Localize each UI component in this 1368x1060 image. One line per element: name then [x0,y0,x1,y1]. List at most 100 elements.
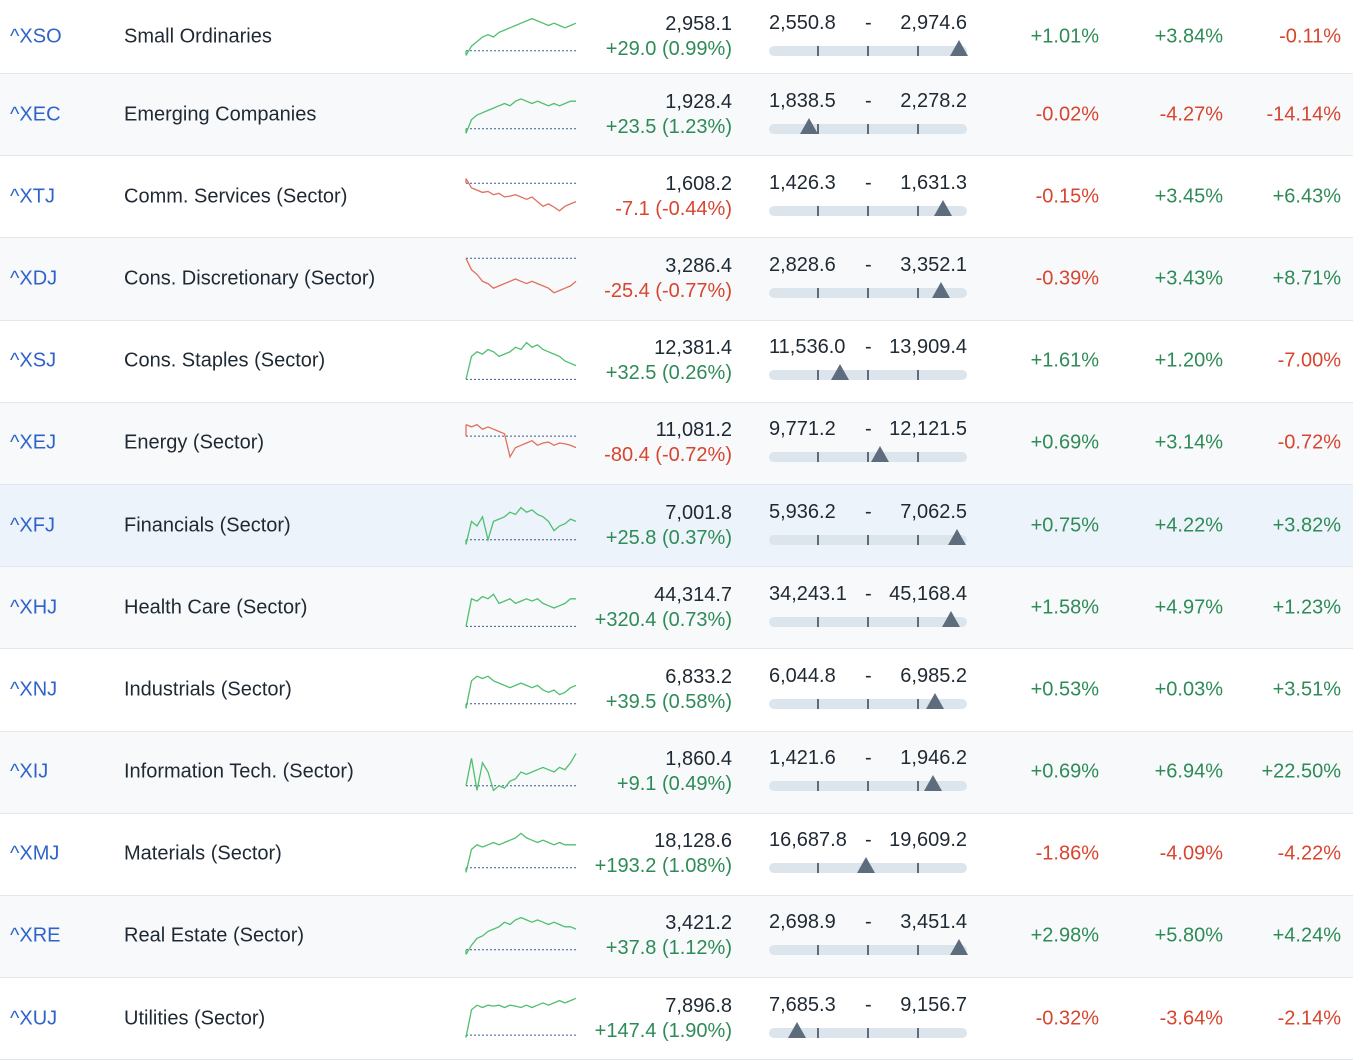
range-separator: - [865,171,872,194]
range-tick [917,698,919,709]
range-low: 2,828.6 [769,253,836,276]
change-col-2: +3.84% [1154,25,1223,47]
range-separator: - [865,993,872,1016]
range-tick [817,1027,819,1038]
table-row[interactable]: ^XNJ Industrials (Sector) 6,833.2 +39.5 … [0,649,1353,732]
last-price: 2,958.1 [665,12,732,35]
table-row[interactable]: ^XTJ Comm. Services (Sector) 1,608.2 -7.… [0,156,1353,239]
range-low: 1,426.3 [769,171,836,194]
change-col-3: -7.00% [1277,349,1341,372]
change-col-1: +1.58% [1030,596,1099,619]
range-low: 9,771.2 [769,418,836,441]
range-tick [867,123,869,134]
symbol-link[interactable]: ^XIJ [10,760,49,783]
symbol-link[interactable]: ^XEJ [10,431,57,454]
range-tick [917,452,919,463]
table-row[interactable]: ^XEJ Energy (Sector) 11,081.2 -80.4 (-0.… [0,402,1353,485]
index-name: Emerging Companies [124,103,317,126]
range-high: 1,631.3 [900,171,967,194]
change-col-2: +1.20% [1154,349,1223,372]
range-tick [867,370,869,381]
range-tick [817,287,819,298]
sparkline-path [465,997,577,1038]
price-change: +37.8 (1.12%) [605,937,732,960]
change-col-2: +3.45% [1154,185,1223,208]
table-row[interactable]: ^XUJ Utilities (Sector) 7,896.8 +147.4 (… [0,978,1353,1060]
index-name: Energy (Sector) [124,431,265,454]
range-tick [917,781,919,792]
price-change: -25.4 (-0.77%) [604,279,732,302]
sparkline-path [465,97,576,134]
symbol-link[interactable]: ^XUJ [10,1007,58,1030]
price-cell: 11,081.2 -80.4 (-0.72%) [604,418,732,468]
symbol-link[interactable]: ^XMJ [10,842,60,865]
price-cell: 1,608.2 -7.1 (-0.44%) [615,172,732,222]
table-row[interactable]: ^XSJ Cons. Staples (Sector) 12,381.4 +32… [0,320,1353,403]
change-col-3: +4.24% [1272,924,1341,947]
last-price: 11,081.2 [655,419,732,442]
last-price: 6,833.2 [665,665,732,688]
range-high: 45,168.4 [889,582,967,605]
symbol-link[interactable]: ^XFJ [10,514,55,537]
range-low: 1,838.5 [769,89,836,112]
symbol-link[interactable]: ^XTJ [10,185,55,208]
price-change: +9.1 (0.49%) [616,773,732,796]
52-week-range: 7,685.3 - 9,156.7 [769,994,967,1044]
change-col-2: +3.14% [1154,431,1223,454]
change-col-1: +1.61% [1030,349,1099,372]
price-change: +193.2 (1.08%) [594,855,732,878]
range-high: 7,062.5 [900,500,967,523]
last-price: 12,381.4 [654,337,732,360]
range-separator: - [865,500,872,523]
change-col-3: +3.51% [1272,678,1341,701]
table-row[interactable]: ^XDJ Cons. Discretionary (Sector) 3,286.… [0,238,1353,321]
change-col-2: +0.03% [1154,678,1223,701]
range-high: 12,121.5 [889,418,967,441]
symbol-link[interactable]: ^XHJ [10,596,58,619]
index-name: Utilities (Sector) [124,1007,266,1030]
table-row[interactable]: ^XHJ Health Care (Sector) 44,314.7 +320.… [0,567,1353,650]
symbol-link[interactable]: ^XSO [10,25,62,47]
table-row[interactable]: ^XFJ Financials (Sector) 7,001.8 +25.8 (… [0,484,1353,568]
change-col-2: +3.43% [1154,267,1223,290]
range-high: 2,278.2 [900,89,967,112]
table-row[interactable]: ^XIJ Information Tech. (Sector) 1,860.4 … [0,731,1353,814]
range-tick [867,781,869,792]
table-row[interactable]: ^XSO Small Ordinaries 2,958.1 +29.0 (0.9… [0,0,1353,74]
table-row[interactable]: ^XRE Real Estate (Sector) 3,421.2 +37.8 … [0,895,1353,979]
range-tick [867,534,869,545]
range-high: 3,352.1 [900,253,967,276]
symbol-link[interactable]: ^XEC [10,103,61,126]
range-tick [917,1027,919,1038]
price-change: +39.5 (0.58%) [605,690,732,713]
range-marker-icon [870,446,889,463]
symbol-link[interactable]: ^XNJ [10,678,58,701]
sparkline-chart [465,17,577,56]
52-week-range: 1,421.6 - 1,946.2 [769,747,967,797]
range-tick [817,698,819,709]
range-low: 6,044.8 [769,664,836,687]
symbol-link[interactable]: ^XDJ [10,267,58,290]
price-cell: 12,381.4 +32.5 (0.26%) [606,336,732,386]
range-tick [817,863,819,874]
price-cell: 1,928.4 +23.5 (1.23%) [606,90,732,140]
sparkline-chart [465,506,577,545]
table-row[interactable]: ^XMJ Materials (Sector) 18,128.6 +193.2 … [0,813,1353,896]
change-col-2: -4.27% [1159,103,1223,126]
range-tick [867,452,869,463]
range-low: 5,936.2 [769,500,836,523]
sparkline-path [465,592,576,627]
price-cell: 2,958.1 +29.0 (0.99%) [606,12,732,62]
range-tick [917,370,919,381]
change-col-3: -0.11% [1279,25,1341,47]
range-tick [817,370,819,381]
price-change: +29.0 (0.99%) [605,37,732,60]
range-low: 2,698.9 [769,911,836,934]
range-tick [867,45,869,56]
table-row[interactable]: ^XEC Emerging Companies 1,928.4 +23.5 (1… [0,74,1353,157]
sparkline-chart [465,997,577,1038]
change-col-3: +8.71% [1272,267,1341,290]
change-col-3: +6.43% [1272,185,1341,208]
symbol-link[interactable]: ^XSJ [10,349,57,372]
symbol-link[interactable]: ^XRE [10,924,61,947]
